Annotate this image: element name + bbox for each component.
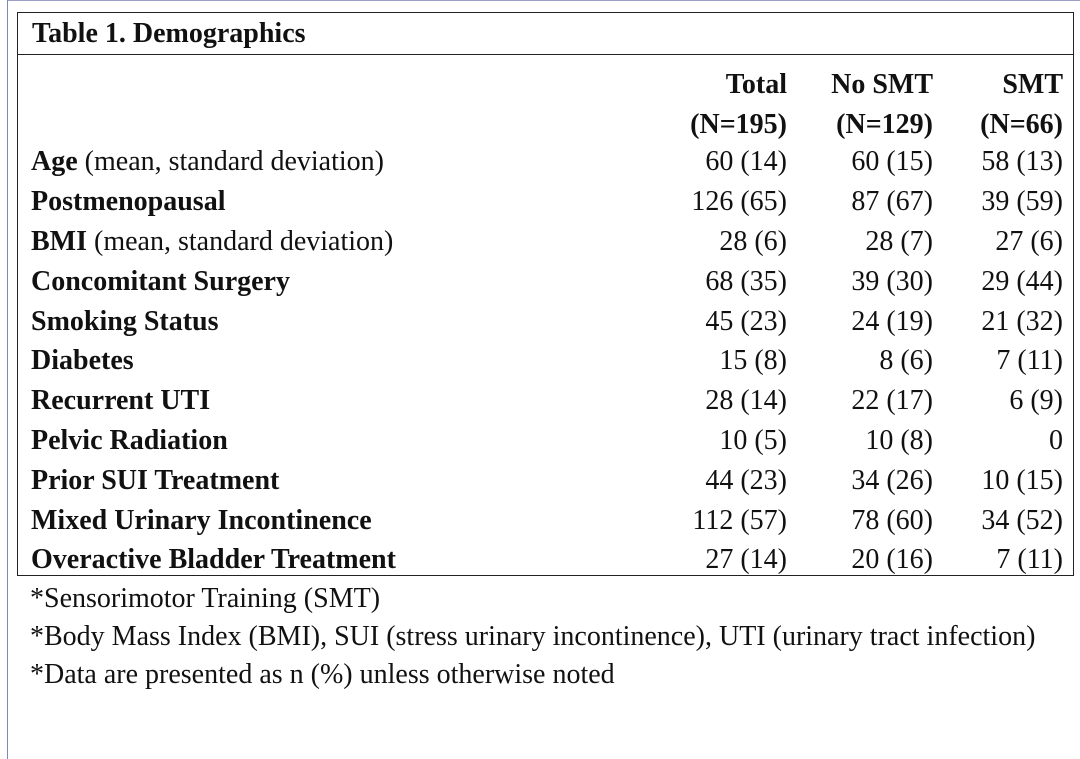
- cell-no-smt: 34 (26): [851, 464, 933, 496]
- table-row: BMI (mean, standard deviation) 28 (6) 28…: [31, 222, 1063, 262]
- cell-smt: 29 (44): [981, 265, 1063, 297]
- table-row: Concomitant Surgery 68 (35) 39 (30) 29 (…: [31, 262, 1063, 302]
- cell-total: 28 (14): [705, 385, 787, 417]
- cell-smt: 7 (11): [996, 345, 1063, 377]
- row-label-main: Postmenopausal: [31, 186, 226, 218]
- cell-smt: 39 (59): [981, 186, 1063, 218]
- table-title: Table 1. Demographics: [18, 13, 1073, 55]
- cell-no-smt: 39 (30): [851, 265, 933, 297]
- row-label-main: Overactive Bladder Treatment: [31, 544, 396, 576]
- cell-total: 45 (23): [705, 305, 787, 337]
- page-edge-left: [7, 0, 8, 759]
- row-label-main: Pelvic Radiation: [31, 425, 228, 457]
- col-n-no-smt: (N=129): [836, 108, 933, 140]
- cell-no-smt: 10 (8): [865, 425, 933, 457]
- row-label-main: Smoking Status: [31, 305, 219, 337]
- cell-total: 15 (8): [719, 345, 787, 377]
- cell-no-smt: 78 (60): [851, 504, 933, 536]
- footnote-data-format: *Data are presented as n (%) unless othe…: [30, 659, 615, 690]
- footnote-abbreviations: *Body Mass Index (BMI), SUI (stress urin…: [30, 621, 1036, 652]
- cell-total: 126 (65): [691, 186, 787, 218]
- row-label: Recurrent UTI: [31, 381, 651, 421]
- header-row-names: Total No SMT SMT: [31, 63, 1063, 103]
- cell-smt: 58 (13): [981, 146, 1063, 178]
- row-label-main: Concomitant Surgery: [31, 265, 290, 297]
- row-label: Overactive Bladder Treatment: [31, 541, 651, 581]
- row-label: Mixed Urinary Incontinence: [31, 501, 651, 541]
- col-header-smt: SMT: [1002, 68, 1063, 100]
- cell-no-smt: 22 (17): [851, 385, 933, 417]
- row-label: Age (mean, standard deviation): [31, 143, 651, 183]
- table-row: Postmenopausal 126 (65) 87 (67) 39 (59): [31, 182, 1063, 222]
- cell-no-smt: 28 (7): [865, 226, 933, 258]
- page-edge-top: [7, 0, 1080, 1]
- row-label: Prior SUI Treatment: [31, 461, 651, 501]
- cell-smt: 34 (52): [981, 504, 1063, 536]
- table-row: Mixed Urinary Incontinence 112 (57) 78 (…: [31, 501, 1063, 541]
- cell-total: 112 (57): [692, 504, 787, 536]
- cell-smt: 21 (32): [981, 305, 1063, 337]
- col-header-total: Total: [725, 68, 787, 100]
- cell-smt: 7 (11): [996, 544, 1063, 576]
- cell-total: 10 (5): [719, 425, 787, 457]
- cell-total: 28 (6): [719, 226, 787, 258]
- col-n-smt: (N=66): [980, 108, 1063, 140]
- row-label: BMI (mean, standard deviation): [31, 222, 651, 262]
- cell-total: 68 (35): [705, 265, 787, 297]
- header-row-counts: (N=195) (N=129) (N=66): [31, 103, 1063, 143]
- cell-smt: 10 (15): [981, 464, 1063, 496]
- cell-smt: 6 (9): [1009, 385, 1063, 417]
- row-label: Concomitant Surgery: [31, 262, 651, 302]
- table-row: Recurrent UTI 28 (14) 22 (17) 6 (9): [31, 381, 1063, 421]
- table-row: Prior SUI Treatment 44 (23) 34 (26) 10 (…: [31, 461, 1063, 501]
- cell-smt: 0: [1049, 425, 1063, 457]
- demographics-table: Table 1. Demographics Total No SMT SMT (…: [17, 12, 1074, 576]
- cell-smt: 27 (6): [995, 226, 1063, 258]
- cell-no-smt: 24 (19): [851, 305, 933, 337]
- cell-total: 60 (14): [705, 146, 787, 178]
- row-label: Pelvic Radiation: [31, 421, 651, 461]
- row-label: Diabetes: [31, 342, 651, 382]
- table-row: Smoking Status 45 (23) 24 (19) 21 (32): [31, 302, 1063, 342]
- row-label-main: BMI: [31, 226, 87, 258]
- cell-total: 44 (23): [705, 464, 787, 496]
- row-label-main: Diabetes: [31, 345, 134, 377]
- cell-no-smt: 60 (15): [851, 146, 933, 178]
- cell-total: 27 (14): [705, 544, 787, 576]
- row-label: Smoking Status: [31, 302, 651, 342]
- row-label-note: (mean, standard deviation): [87, 226, 394, 258]
- cell-no-smt: 8 (6): [879, 345, 933, 377]
- footnote-smt: *Sensorimotor Training (SMT): [30, 583, 381, 614]
- col-header-no-smt: No SMT: [831, 68, 933, 100]
- cell-no-smt: 87 (67): [851, 186, 933, 218]
- table-row: Diabetes 15 (8) 8 (6) 7 (11): [31, 342, 1063, 382]
- row-label-main: Mixed Urinary Incontinence: [31, 504, 372, 536]
- row-label: Postmenopausal: [31, 182, 651, 222]
- row-label-main: Prior SUI Treatment: [31, 464, 280, 496]
- row-label-main: Recurrent UTI: [31, 385, 211, 417]
- header-blank: [31, 63, 651, 103]
- header-blank: [31, 103, 651, 143]
- table-row: Pelvic Radiation 10 (5) 10 (8) 0: [31, 421, 1063, 461]
- row-label-main: Age: [31, 146, 78, 178]
- footnotes: *Sensorimotor Training (SMT) *Body Mass …: [30, 580, 1060, 694]
- row-label-note: (mean, standard deviation): [77, 146, 384, 178]
- table-row: Overactive Bladder Treatment 27 (14) 20 …: [31, 541, 1063, 581]
- table-row: Age (mean, standard deviation) 60 (14) 6…: [31, 143, 1063, 183]
- demographics-grid: Total No SMT SMT (N=195) (N=129) (N=66) …: [31, 63, 1063, 580]
- col-n-total: (N=195): [690, 108, 787, 140]
- cell-no-smt: 20 (16): [851, 544, 933, 576]
